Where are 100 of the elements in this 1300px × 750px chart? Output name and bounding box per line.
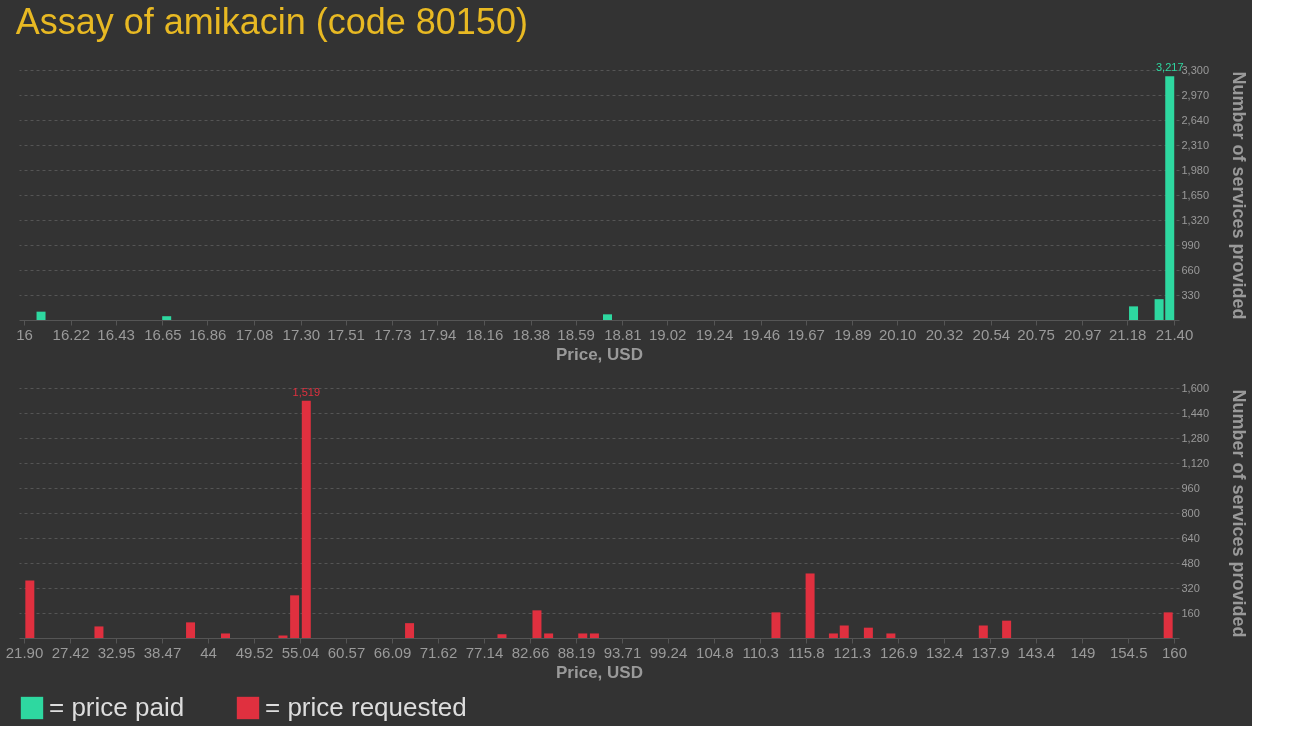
x-tick-label: 17.94 bbox=[418, 325, 457, 343]
x-tick-label: 132.4 bbox=[925, 643, 964, 661]
y-axis-title: Number of services provided bbox=[1229, 389, 1250, 638]
x-tick-label: 20.97 bbox=[1064, 325, 1102, 343]
x-tick-label: 18.59 bbox=[557, 325, 595, 343]
x-axis-title: Price, USD bbox=[556, 662, 643, 682]
x-tick-label: 17.30 bbox=[282, 325, 321, 343]
bar bbox=[1002, 620, 1012, 638]
x-tick-label: 154.5 bbox=[1109, 643, 1148, 661]
x-tick-label: 16.65 bbox=[144, 325, 182, 343]
y-tick-label: 1,650 bbox=[1181, 188, 1210, 201]
y-axis-title: Number of services provided bbox=[1229, 71, 1250, 320]
x-tick-label: 18.38 bbox=[512, 325, 551, 343]
x-tick-label: 93.71 bbox=[603, 643, 642, 661]
y-tick-label: 480 bbox=[1181, 556, 1200, 569]
x-tick-label: 20.75 bbox=[1017, 325, 1055, 343]
bar bbox=[771, 612, 781, 638]
x-tick-label: 16.22 bbox=[52, 325, 91, 343]
x-tick-label: 17.73 bbox=[374, 325, 412, 343]
x-tick-label: 17.51 bbox=[327, 325, 365, 343]
x-tick-label: 121.3 bbox=[833, 643, 872, 661]
y-tick-label: 1,280 bbox=[1181, 431, 1210, 444]
x-tick-label: 18.81 bbox=[604, 325, 642, 343]
x-tick-label: 55.04 bbox=[281, 643, 320, 661]
bar bbox=[94, 626, 104, 638]
bar bbox=[578, 633, 588, 638]
x-tick-label: 21.18 bbox=[1108, 325, 1147, 343]
y-tick-label: 990 bbox=[1181, 238, 1200, 251]
x-tick-label: 71.62 bbox=[419, 643, 458, 661]
bar bbox=[589, 633, 599, 638]
x-tick-label: 115.8 bbox=[788, 643, 825, 661]
legend-label: = price requested bbox=[265, 692, 467, 722]
legend-label: = price paid bbox=[49, 692, 185, 722]
x-tick-label: 77.14 bbox=[465, 643, 504, 661]
y-tick-label: 160 bbox=[1181, 606, 1200, 619]
x-tick-label: 19.46 bbox=[742, 325, 781, 343]
x-tick-label: 16.86 bbox=[188, 325, 227, 343]
x-tick-label: 137.9 bbox=[971, 643, 1010, 661]
x-tick-label: 20.32 bbox=[925, 325, 964, 343]
x-tick-label: 49.52 bbox=[235, 643, 274, 661]
x-tick-label: 149 bbox=[1070, 643, 1096, 661]
y-tick-label: 2,970 bbox=[1181, 88, 1210, 101]
bar bbox=[221, 633, 231, 638]
bar bbox=[290, 595, 300, 638]
bar bbox=[978, 625, 988, 638]
bar bbox=[886, 633, 896, 638]
y-tick-label: 960 bbox=[1181, 481, 1200, 494]
x-axis-title: Price, USD bbox=[556, 344, 643, 364]
x-tick-label: 99.24 bbox=[649, 643, 688, 661]
bar bbox=[805, 573, 815, 638]
y-tick-label: 800 bbox=[1181, 506, 1200, 519]
y-tick-label: 640 bbox=[1181, 531, 1200, 544]
bar bbox=[603, 314, 613, 320]
x-tick-label: 16.43 bbox=[97, 325, 135, 343]
y-tick-label: 330 bbox=[1181, 288, 1200, 301]
x-tick-label: 16 bbox=[16, 325, 33, 343]
y-tick-label: 1,980 bbox=[1181, 163, 1210, 176]
data-label: 3,217 bbox=[1155, 61, 1184, 74]
bar bbox=[301, 400, 311, 638]
x-tick-label: 88.19 bbox=[557, 643, 596, 661]
bar bbox=[839, 625, 849, 638]
data-label: 1,519 bbox=[292, 385, 321, 398]
x-tick-label: 20.10 bbox=[878, 325, 917, 343]
x-tick-label: 19.67 bbox=[787, 325, 825, 343]
y-tick-label: 1,120 bbox=[1181, 456, 1210, 469]
x-tick-label: 66.09 bbox=[373, 643, 412, 661]
bar bbox=[36, 311, 46, 320]
x-tick-label: 143.4 bbox=[1017, 643, 1056, 661]
x-tick-label: 160 bbox=[1161, 643, 1188, 661]
y-tick-label: 2,640 bbox=[1181, 113, 1210, 126]
x-tick-label: 27.42 bbox=[51, 643, 90, 661]
x-tick-label: 18.16 bbox=[465, 325, 504, 343]
x-tick-label: 38.47 bbox=[143, 643, 182, 661]
x-tick-label: 19.02 bbox=[648, 325, 687, 343]
y-tick-label: 2,310 bbox=[1181, 138, 1210, 151]
x-tick-label: 32.95 bbox=[97, 643, 136, 661]
x-tick-label: 60.57 bbox=[327, 643, 366, 661]
x-tick-label: 21.90 bbox=[5, 643, 44, 661]
bar bbox=[1163, 612, 1173, 638]
x-tick-label: 19.24 bbox=[695, 325, 734, 343]
y-tick-label: 320 bbox=[1181, 581, 1200, 594]
x-tick-label: 21.40 bbox=[1155, 325, 1194, 343]
bar bbox=[186, 622, 196, 638]
x-tick-label: 17.08 bbox=[235, 325, 274, 343]
bar bbox=[1129, 306, 1139, 320]
bar bbox=[532, 610, 542, 638]
x-tick-label: 44 bbox=[200, 643, 217, 661]
y-tick-label: 1,600 bbox=[1181, 381, 1210, 394]
bar bbox=[162, 316, 172, 320]
chart-title: Assay of amikacin (code 80150) bbox=[15, 1, 528, 43]
x-tick-label: 82.66 bbox=[511, 643, 550, 661]
x-tick-label: 110.3 bbox=[742, 643, 779, 661]
bar bbox=[25, 580, 35, 638]
bar bbox=[544, 633, 554, 638]
x-tick-label: 126.9 bbox=[880, 643, 918, 661]
bar bbox=[863, 627, 873, 638]
bar bbox=[828, 633, 838, 638]
y-tick-label: 1,440 bbox=[1181, 406, 1210, 419]
x-tick-label: 19.89 bbox=[834, 325, 872, 343]
y-tick-label: 660 bbox=[1181, 263, 1200, 276]
